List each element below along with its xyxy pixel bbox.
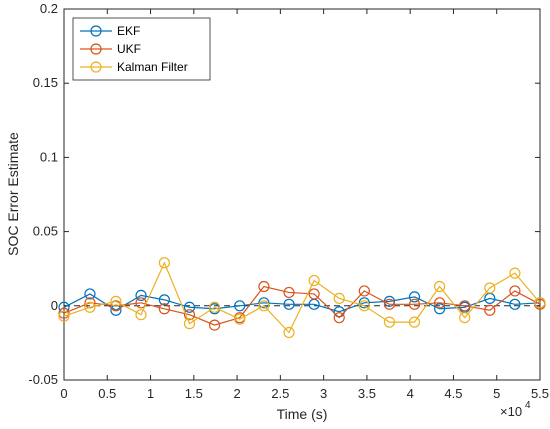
- data-point: [484, 304, 496, 316]
- x-axis-label: Time (s): [277, 406, 328, 422]
- x-tick-label: 4.5: [444, 386, 462, 401]
- data-point: [534, 297, 546, 309]
- legend-label: EKF: [117, 24, 140, 38]
- y-tick-label: 0.15: [33, 75, 58, 90]
- legend-label: Kalman Filter: [117, 60, 188, 74]
- data-point: [358, 285, 370, 297]
- data-point: [58, 310, 70, 322]
- data-point: [58, 307, 70, 319]
- data-point: [208, 319, 221, 331]
- data-point: [135, 289, 147, 302]
- data-point: [183, 318, 196, 330]
- data-point: [183, 309, 196, 321]
- data-point: [258, 280, 270, 293]
- data-point: [509, 267, 521, 279]
- data-point: [333, 312, 345, 324]
- data-point: [358, 297, 370, 309]
- x-tick-label: 5: [493, 386, 500, 401]
- x-tick-label: 2: [233, 386, 240, 401]
- series-layer: [58, 257, 546, 339]
- x-tick-label: 1.5: [185, 386, 203, 401]
- data-point: [408, 291, 421, 303]
- data-point: [484, 282, 496, 294]
- data-point: [258, 300, 270, 312]
- x-exponent-power: 4: [525, 400, 531, 411]
- data-point: [308, 288, 320, 300]
- series-line: [63, 285, 541, 326]
- data-point: [84, 301, 96, 313]
- data-point: [358, 300, 370, 312]
- x-tick-label: 0.5: [98, 386, 116, 401]
- legend: EKF UKF Kalman Filter: [72, 17, 211, 81]
- data-point: [308, 274, 320, 287]
- data-point: [58, 301, 70, 313]
- x-tick-label: 4: [407, 386, 414, 401]
- data-point: [509, 285, 521, 297]
- data-point: [434, 280, 446, 293]
- data-point: [283, 298, 295, 310]
- legend-swatch-marker: [90, 25, 102, 37]
- data-point: [84, 288, 96, 300]
- data-point: [434, 303, 446, 315]
- x-tick-label: 0: [60, 386, 67, 401]
- x-tick-label: 3: [320, 386, 327, 401]
- data-point: [234, 313, 246, 325]
- y-tick-label: 0.2: [40, 1, 58, 16]
- data-point: [110, 295, 122, 307]
- data-point: [459, 312, 471, 324]
- data-point: [459, 300, 471, 312]
- data-point: [434, 297, 446, 309]
- legend-item: EKF: [80, 24, 140, 38]
- y-tick-label: 0.05: [33, 224, 58, 239]
- data-point: [408, 298, 421, 310]
- data-point: [509, 298, 521, 310]
- data-point: [383, 316, 396, 328]
- data-point: [258, 297, 270, 309]
- data-point: [183, 301, 196, 313]
- data-point: [333, 292, 345, 304]
- data-point: [208, 301, 221, 313]
- series-kalman-filter: [58, 257, 546, 339]
- data-point: [383, 298, 396, 310]
- x-exponent-label: ×10: [500, 404, 522, 419]
- legend-item: Kalman Filter: [80, 60, 188, 74]
- y-tick-label: 0: [51, 298, 58, 313]
- series-line: [63, 261, 541, 334]
- data-point: [158, 257, 170, 269]
- legend-item: UKF: [80, 42, 141, 56]
- y-tick-label: -0.05: [28, 372, 58, 387]
- series-ukf: [58, 280, 546, 331]
- data-point: [408, 316, 421, 328]
- x-tick-label: 2.5: [271, 386, 289, 401]
- legend-swatch-marker: [90, 43, 102, 55]
- y-tick-label: 0.1: [40, 149, 58, 164]
- data-point: [158, 303, 170, 315]
- data-point: [234, 300, 246, 312]
- x-tick-label: 3.5: [358, 386, 376, 401]
- x-tick-label: 1: [147, 386, 154, 401]
- legend-swatch-marker: [90, 61, 102, 73]
- y-axis-label: SOC Error Estimate: [5, 132, 21, 256]
- data-point: [283, 286, 295, 299]
- x-tick-label: 5.5: [531, 386, 549, 401]
- data-point: [135, 309, 147, 321]
- data-point: [158, 294, 170, 306]
- data-point: [283, 326, 295, 339]
- legend-label: UKF: [117, 42, 141, 56]
- legend-items: EKF UKF Kalman Filter: [80, 24, 188, 74]
- axes: 0 0.5 1 1.5 2 2.5 3 3.5 4 4.5 5 5.5-0.0500.050.10.1…: [28, 1, 549, 401]
